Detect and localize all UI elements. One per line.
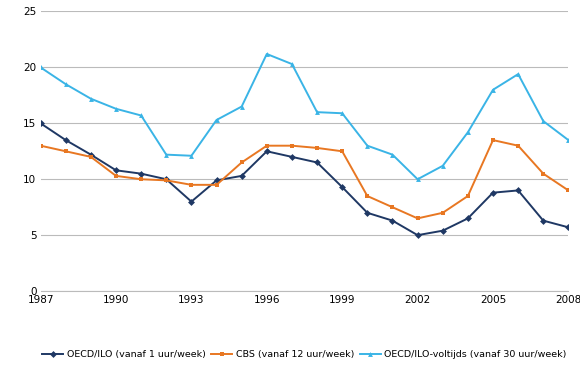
OECD/ILO (vanaf 1 uur/week)	[238, 173, 245, 178]
OECD/ILO (vanaf 1 uur/week)	[514, 188, 521, 193]
CBS (vanaf 12 uur/week)	[37, 143, 44, 148]
Line: OECD/ILO (vanaf 1 uur/week): OECD/ILO (vanaf 1 uur/week)	[38, 121, 571, 237]
OECD/ILO-voltijds (vanaf 30 uur/week)	[113, 106, 119, 111]
CBS (vanaf 12 uur/week)	[490, 138, 496, 142]
Legend: OECD/ILO (vanaf 1 uur/week), CBS (vanaf 12 uur/week), OECD/ILO-voltijds (vanaf 3: OECD/ILO (vanaf 1 uur/week), CBS (vanaf …	[38, 346, 571, 363]
CBS (vanaf 12 uur/week)	[314, 146, 321, 150]
CBS (vanaf 12 uur/week)	[263, 143, 270, 148]
OECD/ILO-voltijds (vanaf 30 uur/week)	[137, 113, 144, 118]
OECD/ILO (vanaf 1 uur/week)	[37, 121, 44, 126]
CBS (vanaf 12 uur/week)	[565, 188, 572, 193]
OECD/ILO-voltijds (vanaf 30 uur/week)	[364, 143, 371, 148]
CBS (vanaf 12 uur/week)	[137, 177, 144, 182]
OECD/ILO-voltijds (vanaf 30 uur/week)	[62, 82, 69, 87]
CBS (vanaf 12 uur/week)	[364, 194, 371, 198]
OECD/ILO (vanaf 1 uur/week)	[465, 216, 472, 221]
OECD/ILO (vanaf 1 uur/week)	[364, 211, 371, 215]
OECD/ILO-voltijds (vanaf 30 uur/week)	[238, 104, 245, 109]
OECD/ILO (vanaf 1 uur/week)	[314, 160, 321, 165]
OECD/ILO (vanaf 1 uur/week)	[439, 228, 446, 233]
OECD/ILO-voltijds (vanaf 30 uur/week)	[314, 110, 321, 115]
OECD/ILO (vanaf 1 uur/week)	[565, 225, 572, 230]
OECD/ILO-voltijds (vanaf 30 uur/week)	[263, 52, 270, 56]
OECD/ILO-voltijds (vanaf 30 uur/week)	[565, 138, 572, 142]
OECD/ILO-voltijds (vanaf 30 uur/week)	[414, 177, 421, 182]
OECD/ILO (vanaf 1 uur/week)	[288, 155, 295, 159]
OECD/ILO (vanaf 1 uur/week)	[339, 185, 346, 189]
OECD/ILO (vanaf 1 uur/week)	[163, 177, 170, 182]
OECD/ILO (vanaf 1 uur/week)	[490, 190, 496, 195]
CBS (vanaf 12 uur/week)	[339, 149, 346, 154]
OECD/ILO-voltijds (vanaf 30 uur/week)	[163, 152, 170, 157]
OECD/ILO (vanaf 1 uur/week)	[389, 218, 396, 223]
OECD/ILO-voltijds (vanaf 30 uur/week)	[439, 164, 446, 168]
CBS (vanaf 12 uur/week)	[163, 178, 170, 183]
OECD/ILO (vanaf 1 uur/week)	[263, 149, 270, 154]
OECD/ILO-voltijds (vanaf 30 uur/week)	[514, 72, 521, 77]
CBS (vanaf 12 uur/week)	[288, 143, 295, 148]
Line: OECD/ILO-voltijds (vanaf 30 uur/week): OECD/ILO-voltijds (vanaf 30 uur/week)	[38, 52, 571, 182]
CBS (vanaf 12 uur/week)	[439, 211, 446, 215]
OECD/ILO-voltijds (vanaf 30 uur/week)	[490, 87, 496, 92]
OECD/ILO (vanaf 1 uur/week)	[540, 218, 547, 223]
CBS (vanaf 12 uur/week)	[540, 171, 547, 176]
CBS (vanaf 12 uur/week)	[414, 216, 421, 221]
OECD/ILO-voltijds (vanaf 30 uur/week)	[188, 154, 195, 158]
CBS (vanaf 12 uur/week)	[389, 205, 396, 210]
OECD/ILO-voltijds (vanaf 30 uur/week)	[213, 118, 220, 122]
OECD/ILO (vanaf 1 uur/week)	[88, 152, 95, 157]
OECD/ILO-voltijds (vanaf 30 uur/week)	[540, 119, 547, 123]
CBS (vanaf 12 uur/week)	[238, 160, 245, 165]
OECD/ILO (vanaf 1 uur/week)	[213, 178, 220, 183]
OECD/ILO (vanaf 1 uur/week)	[62, 138, 69, 142]
CBS (vanaf 12 uur/week)	[88, 155, 95, 159]
OECD/ILO-voltijds (vanaf 30 uur/week)	[288, 62, 295, 66]
CBS (vanaf 12 uur/week)	[465, 194, 472, 198]
CBS (vanaf 12 uur/week)	[113, 173, 119, 178]
OECD/ILO (vanaf 1 uur/week)	[414, 233, 421, 237]
OECD/ILO-voltijds (vanaf 30 uur/week)	[88, 97, 95, 101]
OECD/ILO (vanaf 1 uur/week)	[113, 168, 119, 173]
OECD/ILO-voltijds (vanaf 30 uur/week)	[389, 152, 396, 157]
OECD/ILO (vanaf 1 uur/week)	[137, 171, 144, 176]
OECD/ILO (vanaf 1 uur/week)	[188, 199, 195, 204]
CBS (vanaf 12 uur/week)	[514, 143, 521, 148]
Line: CBS (vanaf 12 uur/week): CBS (vanaf 12 uur/week)	[38, 137, 571, 221]
OECD/ILO-voltijds (vanaf 30 uur/week)	[465, 130, 472, 134]
CBS (vanaf 12 uur/week)	[188, 183, 195, 187]
CBS (vanaf 12 uur/week)	[62, 149, 69, 154]
OECD/ILO-voltijds (vanaf 30 uur/week)	[339, 111, 346, 116]
CBS (vanaf 12 uur/week)	[213, 183, 220, 187]
OECD/ILO-voltijds (vanaf 30 uur/week)	[37, 65, 44, 70]
